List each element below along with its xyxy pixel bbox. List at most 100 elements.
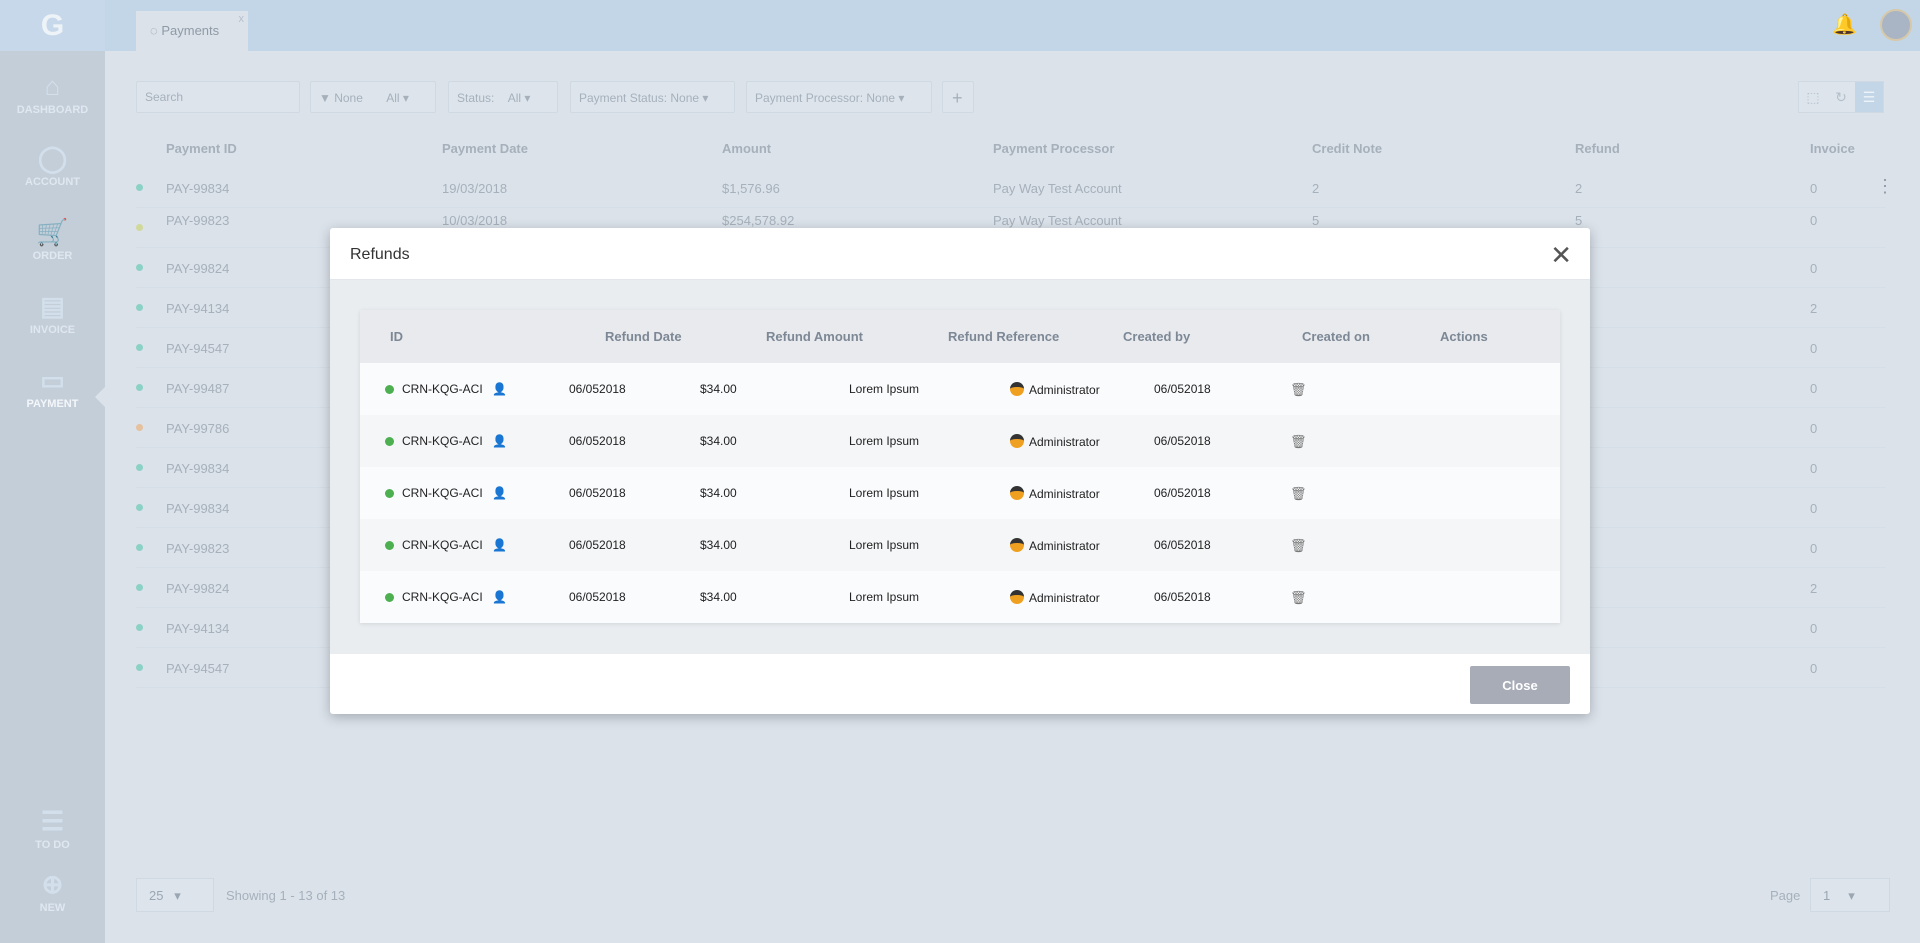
trash-icon[interactable]: 🗑 bbox=[1290, 382, 1307, 397]
select-icon[interactable]: ⬚ bbox=[1806, 89, 1820, 105]
user-avatar[interactable] bbox=[1880, 9, 1912, 41]
status-dot bbox=[136, 664, 143, 671]
modal-footer: Close bbox=[330, 654, 1590, 714]
page-select[interactable]: 1 ▾ bbox=[1810, 878, 1890, 912]
payment-processor-filter[interactable]: Payment Processor: None ▾ bbox=[746, 81, 932, 113]
created-by: Administrator bbox=[1010, 434, 1100, 449]
user-icon: ◯ bbox=[37, 143, 68, 173]
created-on: 06/052018 bbox=[1154, 486, 1211, 500]
administrator-avatar bbox=[1010, 590, 1024, 604]
cell-date: 19/03/2018 bbox=[442, 181, 508, 196]
menu-icon: ☰ bbox=[40, 806, 65, 836]
sidebar-item-dashboard[interactable]: ⌂ DASHBOARD bbox=[0, 71, 105, 116]
status-dot bbox=[385, 437, 394, 446]
refund-date: 06/052018 bbox=[569, 590, 626, 604]
refund-id: CRN-KQG-ACI bbox=[402, 538, 483, 552]
refund-amount: $34.00 bbox=[700, 590, 737, 604]
page-size-select[interactable]: 25 ▾ bbox=[136, 878, 214, 912]
user-shield-icon[interactable]: 👤 bbox=[492, 486, 507, 500]
modal-title: Refunds bbox=[330, 228, 1590, 280]
refund-row: CRN-KQG-ACI 👤 06/052018 $34.00 Lorem Ips… bbox=[360, 363, 1560, 415]
modal-body: ID Refund Date Refund Amount Refund Refe… bbox=[330, 280, 1590, 654]
trash-icon[interactable]: 🗑 bbox=[1290, 590, 1307, 605]
table-header: Payment ID Payment Date Amount Payment P… bbox=[136, 128, 1886, 168]
user-shield-icon[interactable]: 👤 bbox=[492, 590, 507, 604]
more-options-icon[interactable]: ⋮ bbox=[1876, 176, 1894, 196]
table-row[interactable]: PAY-99834 19/03/2018 $1,576.96 Pay Way Test… bbox=[136, 168, 1894, 208]
refund-date: 06/052018 bbox=[569, 486, 626, 500]
created-by: Administrator bbox=[1010, 486, 1100, 501]
sidebar-item-invoice[interactable]: ▤ INVOICE bbox=[0, 291, 105, 336]
sidebar-item-new[interactable]: ⊕ NEW bbox=[0, 869, 105, 914]
cell-amount: $254,578.92 bbox=[722, 213, 795, 228]
created-on: 06/052018 bbox=[1154, 434, 1211, 448]
cell-credit: 5 bbox=[1312, 213, 1320, 228]
payment-id[interactable]: PAY-99834 bbox=[166, 181, 230, 196]
cell-invoice: 0 bbox=[1810, 661, 1818, 676]
trash-icon[interactable]: 🗑 bbox=[1290, 486, 1307, 501]
add-filter-button[interactable]: + bbox=[942, 81, 974, 113]
refund-row: CRN-KQG-ACI 👤 06/052018 $34.00 Lorem Ips… bbox=[360, 519, 1560, 571]
created-on: 06/052018 bbox=[1154, 538, 1211, 552]
payment-id[interactable]: PAY-99823 bbox=[166, 213, 230, 228]
payment-id[interactable]: PAY-99834 bbox=[166, 461, 230, 476]
payment-id[interactable]: PAY-94134 bbox=[166, 621, 230, 636]
page-label: Page bbox=[1770, 888, 1801, 903]
status-dot bbox=[136, 304, 143, 311]
refund-id: CRN-KQG-ACI bbox=[402, 382, 483, 396]
status-dot bbox=[136, 584, 143, 591]
refresh-icon[interactable]: ↻ bbox=[1835, 89, 1847, 105]
payment-id[interactable]: PAY-99786 bbox=[166, 421, 230, 436]
sidebar-item-payment[interactable]: ▭ PAYMENT bbox=[0, 365, 105, 410]
list-view-icon[interactable]: ☰ bbox=[1855, 82, 1883, 112]
payment-id[interactable]: PAY-94547 bbox=[166, 341, 230, 356]
status-dot bbox=[136, 224, 143, 231]
showing-count: Showing 1 - 13 of 13 bbox=[226, 888, 346, 903]
cell-date: 10/03/2018 bbox=[442, 213, 508, 228]
payment-id[interactable]: PAY-94134 bbox=[166, 301, 230, 316]
close-icon[interactable]: ✕ bbox=[1550, 240, 1572, 270]
payment-id[interactable]: PAY-99487 bbox=[166, 381, 230, 396]
payment-id[interactable]: PAY-99823 bbox=[166, 541, 230, 556]
sidebar-item-todo[interactable]: ☰ TO DO bbox=[0, 806, 105, 851]
close-button[interactable]: Close bbox=[1470, 666, 1570, 704]
bell-icon[interactable]: 🔔 bbox=[1832, 14, 1857, 36]
cell-invoice: 0 bbox=[1810, 461, 1818, 476]
payment-id[interactable]: PAY-99834 bbox=[166, 501, 230, 516]
sidebar-item-order[interactable]: 🛒 ORDER bbox=[0, 217, 105, 262]
cell-invoice: 2 bbox=[1810, 581, 1818, 596]
refund-id: CRN-KQG-ACI bbox=[402, 486, 483, 500]
created-by: Administrator bbox=[1010, 590, 1100, 605]
user-shield-icon[interactable]: 👤 bbox=[492, 538, 507, 552]
refund-date: 06/052018 bbox=[569, 538, 626, 552]
payment-id[interactable]: PAY-94547 bbox=[166, 661, 230, 676]
cell-amount: $1,576.96 bbox=[722, 181, 780, 196]
refunds-table: ID Refund Date Refund Amount Refund Refe… bbox=[360, 310, 1560, 623]
refund-amount: $34.00 bbox=[700, 382, 737, 396]
payment-id[interactable]: PAY-99824 bbox=[166, 261, 230, 276]
payment-id[interactable]: PAY-99824 bbox=[166, 581, 230, 596]
sidebar-item-account[interactable]: ◯ ACCOUNT bbox=[0, 143, 105, 188]
refunds-table-header: ID Refund Date Refund Amount Refund Refe… bbox=[360, 310, 1560, 363]
cell-invoice: 0 bbox=[1810, 501, 1818, 516]
cell-invoice: 0 bbox=[1810, 381, 1818, 396]
refunds-modal: Refunds ✕ ID Refund Date Refund Amount R… bbox=[330, 228, 1590, 714]
type-filter[interactable]: ▼ None All ▾ bbox=[310, 81, 436, 113]
cell-invoice: 2 bbox=[1810, 301, 1818, 316]
tab-label: Payments bbox=[161, 23, 220, 38]
payment-status-filter[interactable]: Payment Status: None ▾ bbox=[570, 81, 735, 113]
tab-close-icon[interactable]: x bbox=[238, 13, 245, 25]
user-shield-icon[interactable]: 👤 bbox=[492, 434, 507, 448]
status-filter[interactable]: Status: All ▾ bbox=[448, 81, 558, 113]
search-input[interactable] bbox=[136, 81, 300, 113]
logo[interactable]: G bbox=[0, 0, 105, 51]
trash-icon[interactable]: 🗑 bbox=[1290, 434, 1307, 449]
user-shield-icon[interactable]: 👤 bbox=[492, 382, 507, 396]
refund-row: CRN-KQG-ACI 👤 06/052018 $34.00 Lorem Ips… bbox=[360, 467, 1560, 519]
status-dot bbox=[136, 384, 143, 391]
status-dot bbox=[136, 184, 143, 191]
status-dot bbox=[136, 504, 143, 511]
cell-invoice: 0 bbox=[1810, 421, 1818, 436]
tab-payments[interactable]: ◌ Payments x bbox=[136, 11, 248, 51]
trash-icon[interactable]: 🗑 bbox=[1290, 538, 1307, 553]
